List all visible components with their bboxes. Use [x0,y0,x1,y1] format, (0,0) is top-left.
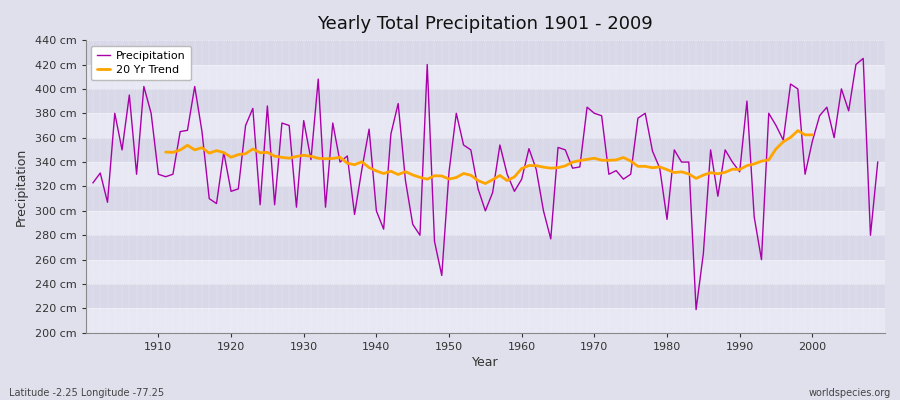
Bar [86,235,885,260]
Line: 20 Yr Trend: 20 Yr Trend [166,131,813,184]
Title: Yearly Total Precipitation 1901 - 2009: Yearly Total Precipitation 1901 - 2009 [318,15,653,33]
Bar [86,211,885,235]
Bar [86,260,885,284]
Precipitation [872,160,883,164]
Legend: Precipitation, 20 Yr Trend: Precipitation, 20 Yr Trend [91,46,191,80]
20 Yr Trend [720,170,731,175]
Precipitation [146,111,157,116]
Precipitation [87,180,98,185]
Line: Precipitation: Precipitation [93,58,878,310]
Precipitation [306,157,317,162]
20 Yr Trend [706,170,716,175]
Precipitation [604,172,615,177]
Bar [86,113,885,138]
Bar [86,64,885,89]
20 Yr Trend [248,146,258,151]
Precipitation [517,177,527,182]
20 Yr Trend [480,181,491,186]
Bar [86,284,885,308]
Precipitation [690,307,701,312]
Text: Latitude -2.25 Longitude -77.25: Latitude -2.25 Longitude -77.25 [9,388,164,398]
Bar [86,138,885,162]
Bar [86,40,885,64]
Bar [86,186,885,211]
Precipitation [349,212,360,217]
Bar [86,89,885,113]
20 Yr Trend [807,132,818,137]
X-axis label: Year: Year [472,356,499,369]
Precipitation [858,56,868,61]
20 Yr Trend [792,128,803,133]
20 Yr Trend [160,150,171,154]
20 Yr Trend [785,135,796,140]
Bar [86,162,885,186]
Precipitation [509,189,520,194]
20 Yr Trend [356,159,367,164]
Text: worldspecies.org: worldspecies.org [809,388,891,398]
Y-axis label: Precipitation: Precipitation [15,147,28,226]
20 Yr Trend [618,155,629,160]
Bar [86,308,885,333]
